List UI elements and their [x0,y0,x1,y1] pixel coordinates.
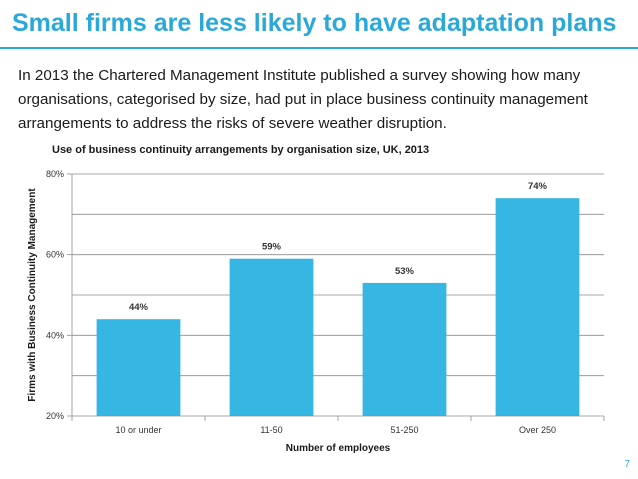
y-tick-label: 40% [46,330,64,340]
data-label: 44% [129,302,149,313]
bar [229,258,314,416]
data-label: 53% [395,266,415,277]
page-number: 7 [624,459,630,470]
y-tick-label: 60% [46,250,64,260]
chart-title: Use of business continuity arrangements … [52,144,430,156]
data-labels: 44% 59% 53% 74% [129,181,548,313]
y-tick-label: 20% [46,411,64,421]
bar [96,319,181,416]
x-axis-title: Number of employees [286,443,391,454]
intro-paragraph: In 2013 the Chartered Management Institu… [18,67,588,132]
data-label: 59% [262,242,282,253]
x-tick-label: 51-250 [390,425,418,435]
bars [96,198,580,416]
y-tick-label: 80% [46,169,64,179]
bar [362,282,447,416]
bar [495,198,580,416]
x-axis-ticks: 10 or under 11-50 51-250 Over 250 [71,416,605,435]
x-tick-label: 10 or under [115,425,161,435]
data-label: 74% [528,181,548,192]
x-tick-label: 11-50 [260,425,282,435]
y-axis-title: Firms with Business Continuity Managemen… [27,188,38,402]
x-tick-label: Over 250 [519,425,556,435]
title-divider [0,47,638,49]
slide-title: Small firms are less likely to have adap… [12,9,617,37]
y-axis-ticks: 20% 40% 60% 80% [46,169,72,421]
